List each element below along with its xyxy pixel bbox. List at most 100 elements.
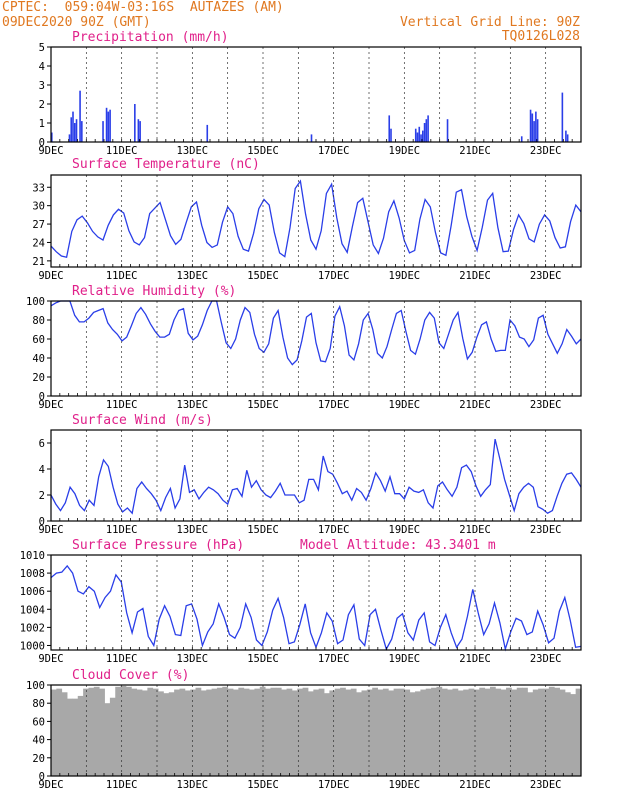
x-tick-label: 13DEC [177,270,209,282]
panel-title: Surface Temperature (nC) [72,157,260,172]
x-tick-label: 9DEC [38,653,63,665]
cloud-bar [222,686,229,776]
cloud-bar [484,688,491,776]
cloud-bar [67,698,73,776]
series-line [50,300,582,366]
panel-5: Cloud Cover (%) 0 20 40 60 80 100 9DEC 11DEC 13DE… [26,668,582,791]
cloud-bar [548,686,555,776]
cloud-bar [356,692,362,776]
cloud-bar [564,692,571,776]
y-tick-label: 3 [39,80,45,92]
cloud-bar [425,688,432,776]
panel-0: Precipitation (mm/h) 0 1 2 3 4 5 9DEC 11DEC 13DEC… [38,30,582,157]
cloud-bar [318,688,325,776]
precip-bar [72,111,74,142]
y-tick-label: 1 [39,118,45,130]
y-tick-label: 30 [32,201,45,213]
cloud-bar [275,687,282,776]
precip-bar [51,132,53,142]
cloud-bar [243,688,250,776]
y-tick-label: 60 [32,334,45,346]
cloud-bar [538,688,544,776]
x-tick-label: 11DEC [106,270,138,282]
y-tick-label: 21 [32,256,45,268]
y-tick-label: 1006 [20,586,45,598]
cloud-bar [120,685,127,776]
x-tick-label: 21DEC [459,270,491,282]
cloud-bar [372,687,378,776]
chart-header: CPTEC: 059:04W-03:16S AUTAZES (AM) 09DEC… [0,0,618,50]
cloud-bar [500,689,507,776]
x-tick-label: 9DEC [38,779,63,791]
x-tick-label: 23DEC [530,779,562,791]
cloud-bar [297,688,304,776]
x-tick-label: 19DEC [389,779,421,791]
cloud-bar [559,689,566,776]
cloud-bar [404,689,411,776]
x-tick-label: 15DEC [247,145,279,157]
cloud-bar [468,688,475,776]
panel-title: Precipitation (mm/h) [72,30,229,45]
x-tick-label: 13DEC [177,399,209,411]
x-tick-label: 21DEC [459,399,491,411]
panel-title: Relative Humidity (%) [72,284,236,299]
cloud-bar [489,686,496,776]
panel-title: Surface Wind (m/s) [72,413,213,428]
cloud-bar [163,693,170,776]
y-tick-label: 100 [26,680,45,692]
precip-bar [561,92,564,142]
y-tick-label: 100 [26,296,45,308]
cloud-bar [340,687,346,776]
panel-frame [50,554,582,651]
cloud-bar [211,688,218,776]
grid-line-label: Vertical Grid Line: 90Z [399,15,580,30]
y-tick-label: 0 [39,771,45,783]
x-tick-label: 17DEC [318,779,350,791]
y-tick-label: 20 [32,753,45,765]
cloud-bar [238,687,245,776]
cloud-bar [334,688,341,776]
cloud-bar [366,689,373,776]
cloud-bar [522,687,528,776]
x-tick-label: 13DEC [177,653,209,665]
precip-bar [390,128,392,142]
y-tick-label: 0 [39,137,45,149]
cloud-bar [431,687,437,776]
x-tick-label: 9DEC [38,145,63,157]
x-tick-label: 15DEC [247,779,279,791]
cloud-bar [227,688,234,776]
cloud-bar [286,688,293,776]
precip-bar [206,124,209,142]
cloud-bar [377,689,384,776]
cloud-bar [495,688,502,776]
panel-2: Relative Humidity (%) 0 20 40 60 80 100 9DEC 11D… [26,284,582,411]
precip-bar [446,119,449,142]
x-tick-label: 19DEC [389,145,421,157]
cloud-bar [109,697,116,776]
series-line [50,564,582,652]
cloud-bar [158,691,164,776]
x-tick-label: 17DEC [318,399,350,411]
cloud-bar [147,687,154,776]
cloud-bar [265,688,271,776]
y-tick-label: 1002 [20,622,45,634]
cloud-bar [452,688,459,776]
y-tick-label: 27 [32,219,45,231]
precip-bar [310,134,313,142]
cloud-bar [511,689,518,776]
x-tick-label: 17DEC [318,653,350,665]
x-tick-label: 17DEC [318,524,350,536]
precip-bar [139,121,141,142]
cloud-bar [307,691,314,776]
x-tick-label: 21DEC [459,524,491,536]
panel-title: Cloud Cover (%) [72,668,189,683]
y-tick-label: 1010 [20,550,45,562]
cloud-bar [554,687,560,776]
cloud-bar [463,689,469,776]
x-tick-label: 19DEC [389,399,421,411]
cloud-bar [479,687,486,776]
precip-bar [107,111,110,142]
precip-bar [425,119,428,142]
x-tick-label: 19DEC [389,653,421,665]
cloud-bar [350,688,357,776]
